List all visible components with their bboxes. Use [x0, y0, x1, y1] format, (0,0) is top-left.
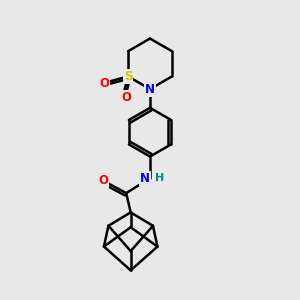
Text: O: O [122, 91, 132, 104]
Text: N: N [140, 172, 150, 185]
Text: O: O [98, 174, 108, 187]
Text: O: O [99, 77, 109, 90]
Text: N: N [145, 82, 155, 96]
Text: S: S [124, 70, 132, 83]
Text: H: H [155, 173, 164, 183]
